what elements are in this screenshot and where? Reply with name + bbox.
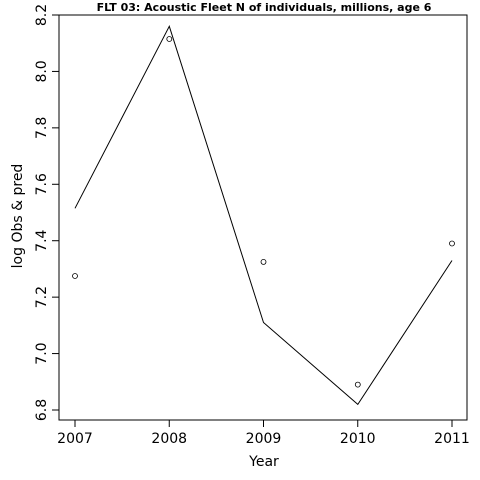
y-tick-label: 6.8 [34,399,50,421]
x-axis: 2007 2008 2009 2010 2011 [57,420,470,447]
y-tick-label: 8.0 [34,60,50,82]
y-axis-label: log Obs & pred [10,164,26,269]
x-tick-label: 2009 [246,431,282,447]
y-tick-label: 8.2 [34,4,50,26]
observed-point [260,258,267,265]
observed-point [166,36,173,42]
x-tick-label: 2011 [434,431,470,447]
observed-point [72,273,78,279]
series-layer [72,24,455,406]
observed-point [449,240,455,247]
y-axis: 6.8 7.0 7.2 7.4 7.6 7.8 8.0 8.2 [34,4,59,421]
x-tick-label: 2008 [151,431,187,447]
chart-title: FLT 03: Acoustic Fleet N of individuals,… [97,1,432,14]
predicted-line [74,24,453,406]
y-tick-label: 7.8 [34,117,50,139]
y-tick-label: 7.4 [34,229,50,251]
y-tick-label: 7.0 [34,342,50,364]
plot-frame [58,14,468,421]
x-axis-label: Year [248,454,279,470]
x-tick-label: 2007 [57,431,93,447]
observed-point [354,381,361,388]
y-tick-label: 7.6 [34,173,50,195]
x-tick-label: 2010 [340,431,376,447]
y-tick-label: 7.2 [34,286,50,308]
